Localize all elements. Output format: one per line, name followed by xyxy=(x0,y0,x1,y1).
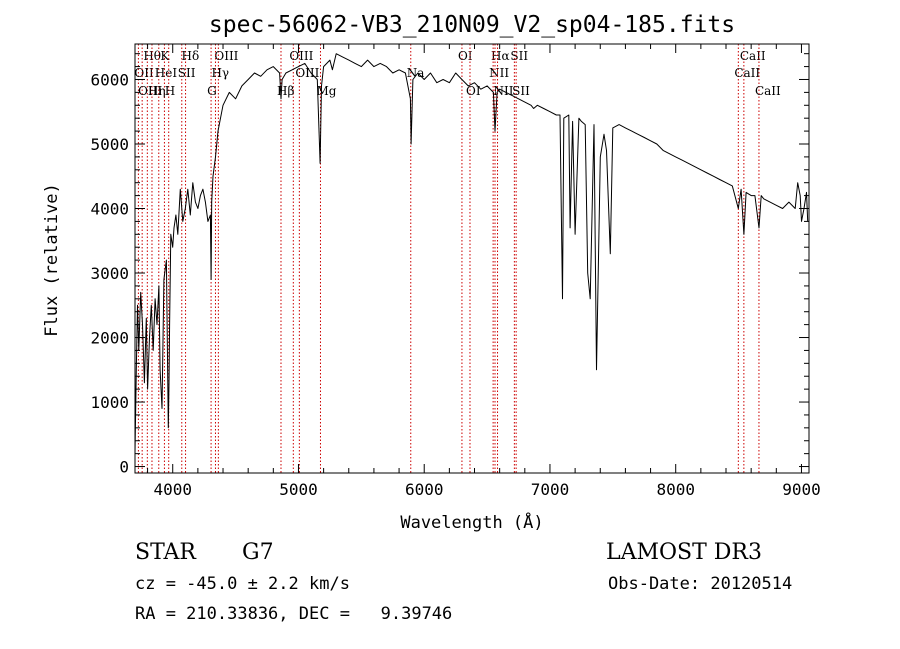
spectrum-series-line xyxy=(134,53,809,454)
spectral-line-label: SII xyxy=(512,84,530,98)
y-tick-label: 3000 xyxy=(90,264,129,283)
spectral-line-label: Na xyxy=(407,66,425,80)
coordinates: RA = 210.33836, DEC = 9.39746 xyxy=(135,604,453,624)
spectral-line-label: CaII xyxy=(734,66,760,80)
spectral-line-label: CaII xyxy=(740,49,766,63)
spectral-line-label: NII xyxy=(489,66,509,80)
spectral-line-label: HeI xyxy=(155,66,178,80)
spectral-line-label: OIII xyxy=(289,49,313,63)
axes: 4000 5000 6000 7000 8000 9000 0 1000 2000 3000 400… xyxy=(90,44,821,499)
redshift-velocity: cz = -45.0 ± 2.2 km/s xyxy=(135,574,350,594)
observation-date: Obs-Date: 20120514 xyxy=(608,574,793,594)
x-tick-label: 4000 xyxy=(153,480,192,499)
y-axis-label: Flux (relative) xyxy=(42,183,62,337)
spectral-line-label: SII xyxy=(510,49,528,63)
spectral-line-label: OIII xyxy=(214,49,238,63)
survey-name: LAMOST DR3 xyxy=(606,540,762,565)
spectral-line-label: Mg xyxy=(316,84,336,98)
x-tick-label: 9000 xyxy=(782,480,821,499)
spectrum-plot-area xyxy=(134,53,809,454)
chart-title: spec-56062-VB3_210N09_V2_sp04-185.fits xyxy=(209,12,735,38)
spectral-line-label: SII xyxy=(178,66,196,80)
x-tick-label: 5000 xyxy=(279,480,318,499)
spectral-line-label: OI xyxy=(458,49,473,63)
x-axis-label: Wavelength (Å) xyxy=(400,511,543,533)
plot-frame xyxy=(134,43,810,474)
spectral-line-label: OI xyxy=(466,84,481,98)
spectral-line-label: G xyxy=(207,84,217,98)
spectral-line-label: Hη xyxy=(148,84,166,98)
y-tick-label: 5000 xyxy=(90,135,129,154)
x-tick-label: 7000 xyxy=(531,480,570,499)
y-tick-label: 1000 xyxy=(90,393,129,412)
spectral-line-label: CaII xyxy=(755,84,781,98)
y-tick-label: 6000 xyxy=(90,70,129,89)
spectral-line-label: OIII xyxy=(138,84,162,98)
spectral-line-label: K xyxy=(160,49,170,63)
spectral-subclass: G7 xyxy=(242,540,274,565)
y-tick-label: 0 xyxy=(119,458,129,477)
spectral-line-label: Hβ xyxy=(277,84,294,98)
object-type: STAR xyxy=(135,540,196,565)
x-tick-label: 8000 xyxy=(656,480,695,499)
spectral-line-label: Hδ xyxy=(182,49,200,63)
y-tick-label: 4000 xyxy=(90,200,129,219)
spectral-line-label: OIII xyxy=(295,66,319,80)
spectral-line-label: Hγ xyxy=(211,66,229,80)
spectral-line-label: Hα xyxy=(491,49,510,63)
y-tick-label: 2000 xyxy=(90,329,129,348)
spectral-line-label: OII xyxy=(134,66,154,80)
spectral-line-label: H xyxy=(165,84,175,98)
x-tick-label: 6000 xyxy=(405,480,444,499)
